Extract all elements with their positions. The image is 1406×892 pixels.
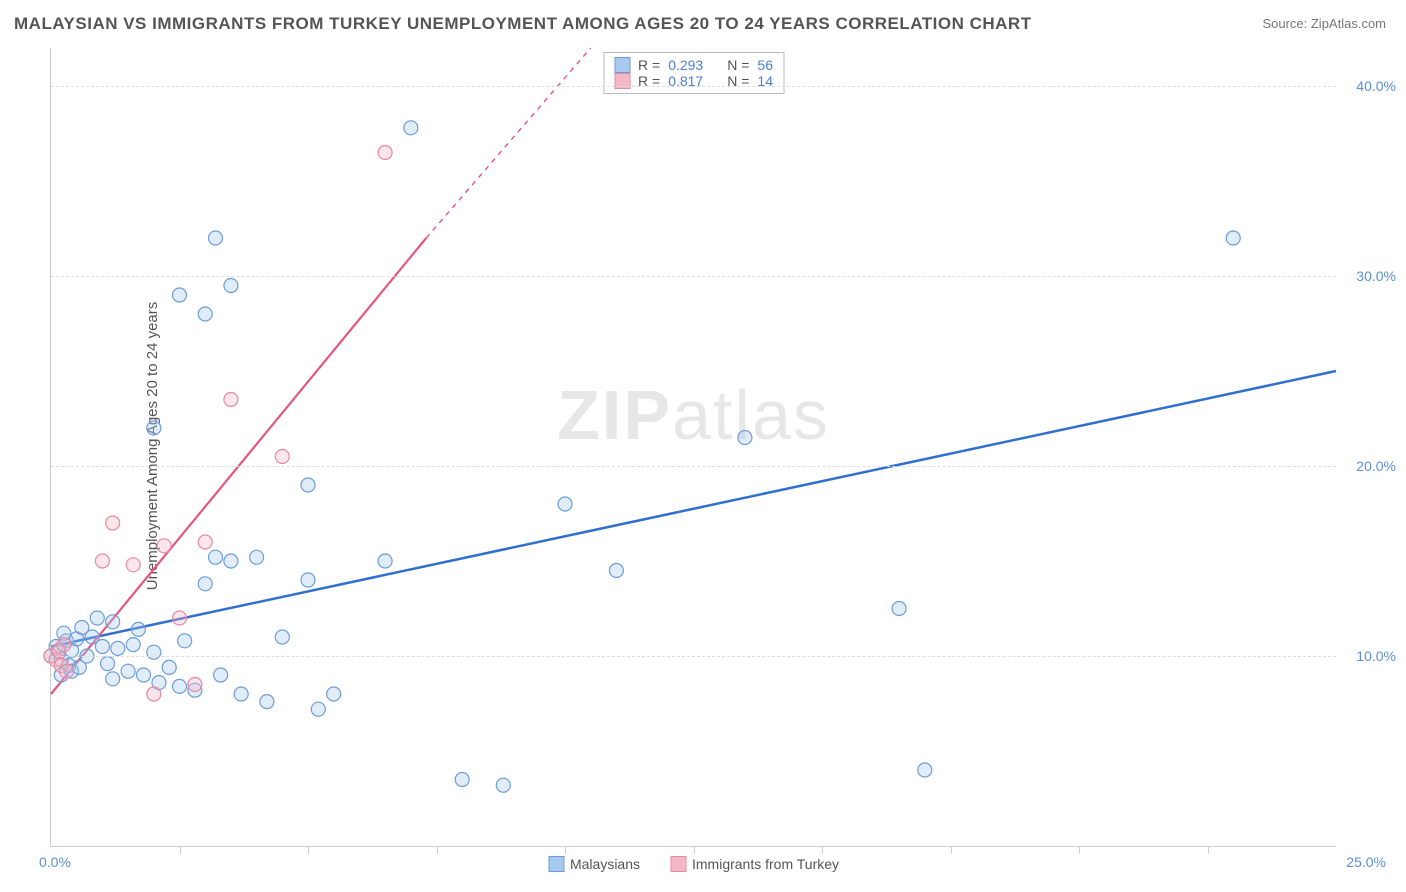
x-axis-max-label: 25.0% [1346, 854, 1386, 870]
data-point [178, 634, 192, 648]
data-point [147, 687, 161, 701]
data-point [126, 558, 140, 572]
chart-title: MALAYSIAN VS IMMIGRANTS FROM TURKEY UNEM… [14, 14, 1032, 34]
data-point [234, 687, 248, 701]
legend-series-item: Malaysians [548, 856, 640, 872]
data-point [173, 288, 187, 302]
data-point [157, 539, 171, 553]
data-point [558, 497, 572, 511]
y-tick-label: 40.0% [1356, 78, 1396, 94]
data-point [455, 773, 469, 787]
data-point [327, 687, 341, 701]
data-point [162, 660, 176, 674]
data-point [121, 664, 135, 678]
x-tick [694, 846, 695, 854]
data-point [198, 577, 212, 591]
legend-swatch [670, 856, 686, 872]
data-point [198, 307, 212, 321]
x-tick [1208, 846, 1209, 854]
data-point [173, 679, 187, 693]
data-point [496, 778, 510, 792]
legend-series-label: Immigrants from Turkey [692, 856, 839, 872]
gridline [51, 656, 1336, 657]
trend-line [51, 371, 1336, 647]
plot-area: ZIPatlas R =0.293N =56R =0.817N =14 0.0%… [50, 48, 1336, 847]
x-tick [565, 846, 566, 854]
data-point [738, 431, 752, 445]
data-point [106, 615, 120, 629]
gridline [51, 86, 1336, 87]
data-point [275, 450, 289, 464]
data-point [404, 121, 418, 135]
gridline [51, 466, 1336, 467]
data-point [106, 672, 120, 686]
legend-series-item: Immigrants from Turkey [670, 856, 839, 872]
data-point [378, 146, 392, 160]
data-point [147, 421, 161, 435]
data-point [137, 668, 151, 682]
legend-swatch [548, 856, 564, 872]
data-point [1226, 231, 1240, 245]
data-point [892, 602, 906, 616]
data-point [188, 678, 202, 692]
data-point [301, 478, 315, 492]
data-point [378, 554, 392, 568]
x-tick [437, 846, 438, 854]
y-tick-label: 20.0% [1356, 458, 1396, 474]
data-point [106, 516, 120, 530]
x-axis-min-label: 0.0% [39, 854, 71, 870]
scatter-svg [51, 48, 1336, 846]
data-point [111, 641, 125, 655]
y-tick-label: 10.0% [1356, 648, 1396, 664]
data-point [90, 611, 104, 625]
data-point [918, 763, 932, 777]
data-point [208, 231, 222, 245]
x-tick [308, 846, 309, 854]
data-point [57, 638, 71, 652]
data-point [311, 702, 325, 716]
x-tick [951, 846, 952, 854]
data-point [173, 611, 187, 625]
data-point [59, 664, 73, 678]
data-point [275, 630, 289, 644]
y-tick-label: 30.0% [1356, 268, 1396, 284]
data-point [101, 657, 115, 671]
data-point [250, 550, 264, 564]
x-tick [1079, 846, 1080, 854]
legend-series: Malaysians Immigrants from Turkey [548, 856, 839, 872]
data-point [224, 393, 238, 407]
data-point [208, 550, 222, 564]
data-point [72, 660, 86, 674]
data-point [198, 535, 212, 549]
trend-line-extrapolated [426, 48, 590, 238]
gridline [51, 276, 1336, 277]
data-point [224, 554, 238, 568]
data-point [126, 638, 140, 652]
x-tick [180, 846, 181, 854]
data-point [214, 668, 228, 682]
data-point [95, 554, 109, 568]
data-point [260, 695, 274, 709]
legend-series-label: Malaysians [570, 856, 640, 872]
data-point [95, 640, 109, 654]
data-point [609, 564, 623, 578]
data-point [131, 622, 145, 636]
data-point [224, 279, 238, 293]
data-point [301, 573, 315, 587]
x-tick [822, 846, 823, 854]
source-attribution: Source: ZipAtlas.com [1262, 16, 1386, 31]
data-point [147, 645, 161, 659]
